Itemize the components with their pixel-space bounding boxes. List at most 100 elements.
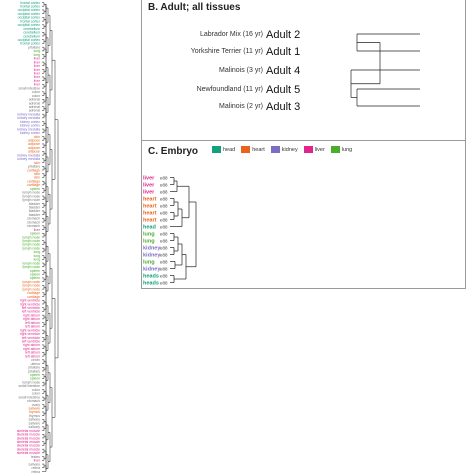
panel-a-leaf-label: left atrium [25,354,40,358]
panel-a-leaf-label: pituitary [28,369,40,373]
panel-a-leaf-label: liver [34,79,41,83]
panel-a-leaf-label: lung [34,49,41,53]
panel-a-leaf-label: lung [34,53,41,57]
panel-a-leaf-label: skin [34,161,40,165]
panel-a-leaf-label: lung [34,258,41,262]
panel-a-leaf-label: left ventricle [22,306,40,310]
panel-a-leaf-label: skeletal muscle [17,433,40,437]
panel-a-leaf-label: left ventricle [22,336,40,340]
panel-a-leaf-label: adrenal [29,98,41,102]
panel-a-leaf-label: liver [34,459,41,463]
panel-a-leaf-label: kidney medulla [17,116,40,120]
panel-a-leaf-label: pituitary [28,45,40,49]
panel-a-leaf-label: colon [32,94,40,98]
panel-b: B. Adult; all tissues Labrador Mix (16 y… [141,0,466,151]
panel-a-leaf-label: lymph node [22,198,40,202]
panel-a-leaf-label: adrenal [29,105,41,109]
legend-label: lung [341,146,353,153]
panel-c-leaf-tag: e88 [160,211,168,216]
panel-a-leaf-label: left atrium [25,325,40,329]
panel-a-leaf-label: left atrium [25,351,40,355]
panel-a-leaf-label: liver [34,75,41,79]
panel-a-leaf-label: occipital cortex [18,16,41,20]
panel-a-leaf-label: adipose [28,139,40,143]
panel-c-leaf-tag: e88 [160,232,168,237]
panel-a-leaf-label: lung [34,254,41,258]
panel-a-leaf-label: salivary [29,462,41,466]
panel-a-leaf-label: ovary [32,403,41,407]
panel-a-leaf-label: lymph node [22,280,40,284]
panel-c-leaf-tag: e88 [160,246,168,251]
legend-swatch [330,146,340,153]
panel-c-leaf-tissue: kidney [143,253,161,259]
panel-c-leaf-tag: e88 [160,274,168,279]
panel-a-leaf-label: liver [34,57,41,61]
panel-c-leaf-tag: e88 [160,253,168,258]
panel-a-leaf-label: frontal cortex [20,42,40,46]
panel-a-leaf-label: colon [32,90,40,94]
panel-a-leaf-label: spleen [30,377,40,381]
panel-c-leaf-tissue: heart [143,218,157,224]
panel-a-leaf-label: liver [34,83,41,87]
legend-item-head: head [212,146,235,153]
panel-a-leaf-label: salivary [29,418,41,422]
panel-a-leaf-label: left ventricle [22,340,40,344]
panel-a-leaf-label: liver [34,72,41,76]
panel-a-leaf-label: thymus [29,410,40,414]
panel-a-leaf-label: small intestine [19,384,41,388]
panel-a-leaf-label: cervix [31,358,40,362]
panel-a-leaf-label: lymph node [22,243,40,247]
legend-swatch [303,146,313,153]
panel-b-leaf-label: Adult 5 [266,84,300,96]
panel-a-leaf-label: skin [34,172,40,176]
panel-c-leaf-tag: e88 [160,176,168,181]
panel-a-leaf-label: kidney medulla [17,112,40,116]
panel-a-leaf-label: occipital cortex [18,8,41,12]
panel-a-leaf-label: stomach [27,224,40,228]
panel-a-leaf-label: colon [32,392,40,396]
panel-a-leaf-label: right atrium [23,313,40,317]
panel-a-leaf-label: spleen [30,273,40,277]
panel-c-leaf-tissue: lung [143,232,155,238]
panel-a-leaf-label: left ventricle [22,310,40,314]
panel-a-leaf-label: lymph node [22,235,40,239]
panel-a-leaf-label: adrenal [29,101,41,105]
panel-a-leaf-label: liver [34,228,41,232]
panel-a-leaf-label: skeletal muscle [17,436,40,440]
panel-a-leaf-label: salivary [29,425,41,429]
panel-a-leaf-label: lymph node [22,380,40,384]
panel-a-leaf-label: skeletal muscle [17,444,40,448]
panel-c: C. Embryo head heart kidney liver lung liver… [141,140,466,289]
panel-a-leaf-label: kidney cortex [20,120,40,124]
panel-a-leaf-label: cartilage [27,168,40,172]
panel-a-leaf-label: pituitary [28,165,40,169]
panel-a-leaf-label: left atrium [25,321,40,325]
panel-a-leaf-label: thymus [29,414,40,418]
panel-a-leaf-label: colon [32,388,40,392]
panel-c-leaf-tissue: lung [143,260,155,266]
panel-a-leaf-label: right atrium [23,343,40,347]
panel-a-leaf-label: skeletal muscle [17,429,40,433]
legend-swatch [270,146,280,153]
panel-c-leaf-tissue: heads [143,274,159,280]
panel-a-leaf-label: kidney medulla [17,157,40,161]
panel-a-leaf-label: testes [31,455,40,459]
panel-a-leaf-label: lymph node [22,239,40,243]
panel-a-leaf-label: adrenal [29,109,41,113]
panel-a-leaf-label: occipital cortex [18,12,41,16]
panel-c-leaf-tag: e88 [160,225,168,230]
panel-a-leaf-label: skin [34,176,40,180]
panel-a-leaf-label: lymph node [22,246,40,250]
panel-a-leaf-label: bladder [29,206,41,210]
panel-c-leaf-tissue: kidney [143,246,161,252]
panel-c-leaf-tissue: head [143,225,156,231]
panel-a-leaf-label: cartilage [27,295,40,299]
panel-c-leaf-tag: e88 [160,190,168,195]
panel-a-leaf-label: salivary [29,407,41,411]
panel-b-sample-label: Newfoundland (11 yr) [197,86,263,93]
panel-a-leaf-label: cerebellum [23,34,40,38]
legend-item-heart: heart [241,146,265,153]
